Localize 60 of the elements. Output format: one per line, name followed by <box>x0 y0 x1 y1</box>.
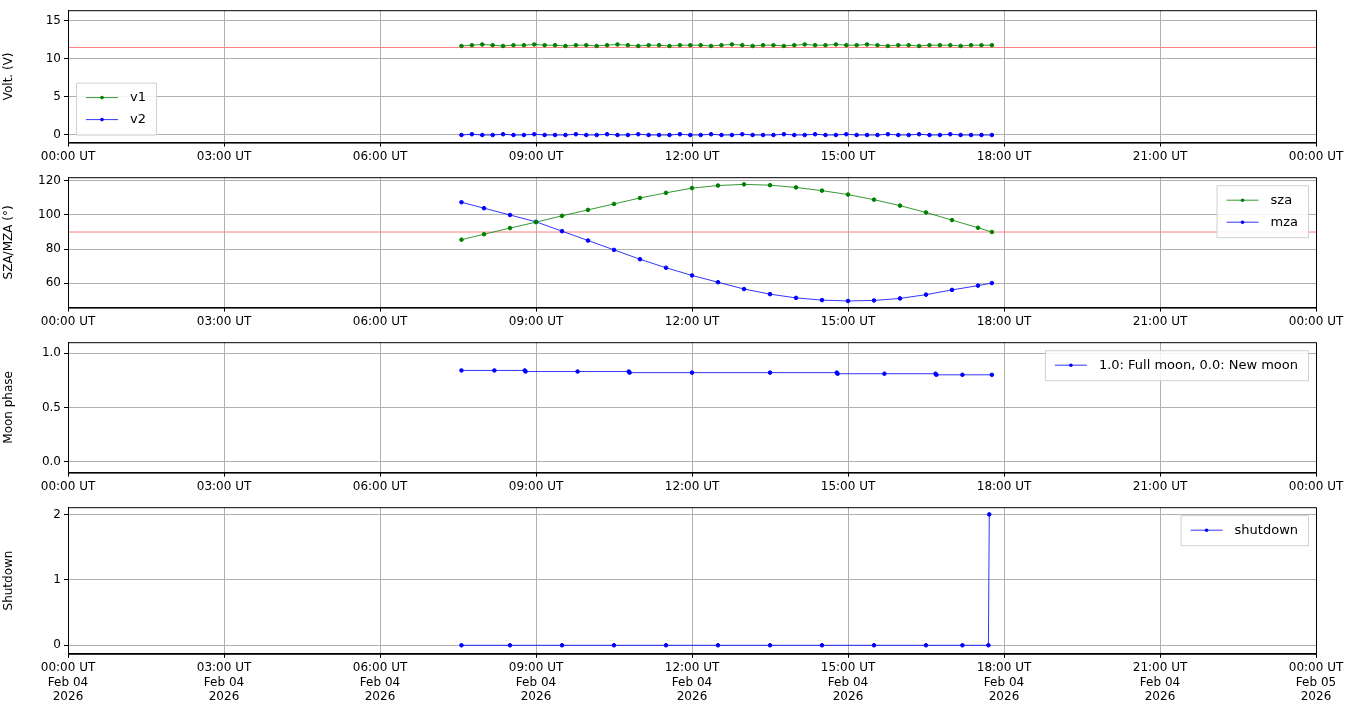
y-tick-label: 0 <box>53 127 61 142</box>
x-tick-label: 21:00 UT <box>1132 478 1188 493</box>
y-tick-label: 10 <box>45 51 61 66</box>
x-tick-label: 03:00 UT <box>196 148 252 163</box>
x-tick-label: 18:00 UT <box>976 313 1032 328</box>
x-tick-label: 00:00 UT <box>1288 148 1344 163</box>
x-tick-label: 15:00 UT <box>820 313 876 328</box>
x-tick-label: 21:00 UT <box>1132 148 1188 163</box>
x-tick-label: 21:00 UT Feb 04 2026 <box>1132 660 1188 703</box>
x-tick-label: 00:00 UT <box>40 313 96 328</box>
x-tick-label: 09:00 UT <box>508 478 564 493</box>
y-tick-label: 60 <box>45 275 61 290</box>
x-tick-label: 12:00 UT <box>664 148 720 163</box>
y-axis-title: Volt. (V) <box>1 52 16 101</box>
legend-label: sza <box>1270 191 1293 207</box>
x-tick-label: 03:00 UT Feb 04 2026 <box>196 660 252 703</box>
y-tick-label: 5 <box>53 89 61 104</box>
x-tick-label: 00:00 UT Feb 05 2026 <box>1288 660 1344 703</box>
x-tick-label: 12:00 UT <box>664 313 720 328</box>
y-axis-title: SZA/MZA (°) <box>1 205 16 280</box>
x-tick-label: 00:00 UT Feb 04 2026 <box>40 660 96 703</box>
x-tick-label: 09:00 UT <box>508 148 564 163</box>
x-tick-label: 15:00 UT <box>820 148 876 163</box>
x-tick-label: 03:00 UT <box>196 313 252 328</box>
x-tick-label: 06:00 UT <box>352 148 408 163</box>
x-tick-label: 15:00 UT Feb 04 2026 <box>820 660 876 703</box>
y-axis-title: Shutdown <box>1 550 16 611</box>
legend-label: v2 <box>130 110 146 126</box>
x-tick-label: 12:00 UT <box>664 478 720 493</box>
x-tick-label: 12:00 UT Feb 04 2026 <box>664 660 720 703</box>
y-axis-title: Moon phase <box>1 371 16 444</box>
x-tick-label: 00:00 UT <box>1288 313 1344 328</box>
x-tick-label: 18:00 UT Feb 04 2026 <box>976 660 1032 703</box>
legend-label: v1 <box>130 88 146 104</box>
x-tick-label: 21:00 UT <box>1132 313 1188 328</box>
y-tick-label: 0 <box>53 637 61 652</box>
y-tick-label: 2 <box>53 506 61 521</box>
x-tick-label: 09:00 UT Feb 04 2026 <box>508 660 564 703</box>
x-tick-label: 15:00 UT <box>820 478 876 493</box>
x-tick-label: 18:00 UT <box>976 478 1032 493</box>
x-tick-label: 03:00 UT <box>196 478 252 493</box>
x-tick-label: 00:00 UT <box>40 478 96 493</box>
y-tick-label: 1 <box>53 571 61 586</box>
x-tick-label: 00:00 UT <box>40 148 96 163</box>
y-tick-label: 0.0 <box>41 453 61 468</box>
y-tick-label: 120 <box>38 173 61 188</box>
x-tick-label: 06:00 UT Feb 04 2026 <box>352 660 408 703</box>
x-tick-label: 06:00 UT <box>352 478 408 493</box>
legend-label: mza <box>1270 213 1299 229</box>
x-tick-label: 09:00 UT <box>508 313 564 328</box>
y-tick-label: 100 <box>38 207 61 222</box>
y-tick-label: 0.5 <box>41 399 61 414</box>
y-tick-label: 80 <box>45 241 61 256</box>
x-tick-label: 06:00 UT <box>352 313 408 328</box>
legend-label: shutdown <box>1234 521 1299 537</box>
x-tick-label: 00:00 UT <box>1288 478 1344 493</box>
y-tick-label: 15 <box>45 12 61 27</box>
legend-label: 1.0: Full moon, 0.0: New moon <box>1098 356 1298 372</box>
y-tick-label: 1.0 <box>41 345 61 360</box>
x-tick-label: 18:00 UT <box>976 148 1032 163</box>
